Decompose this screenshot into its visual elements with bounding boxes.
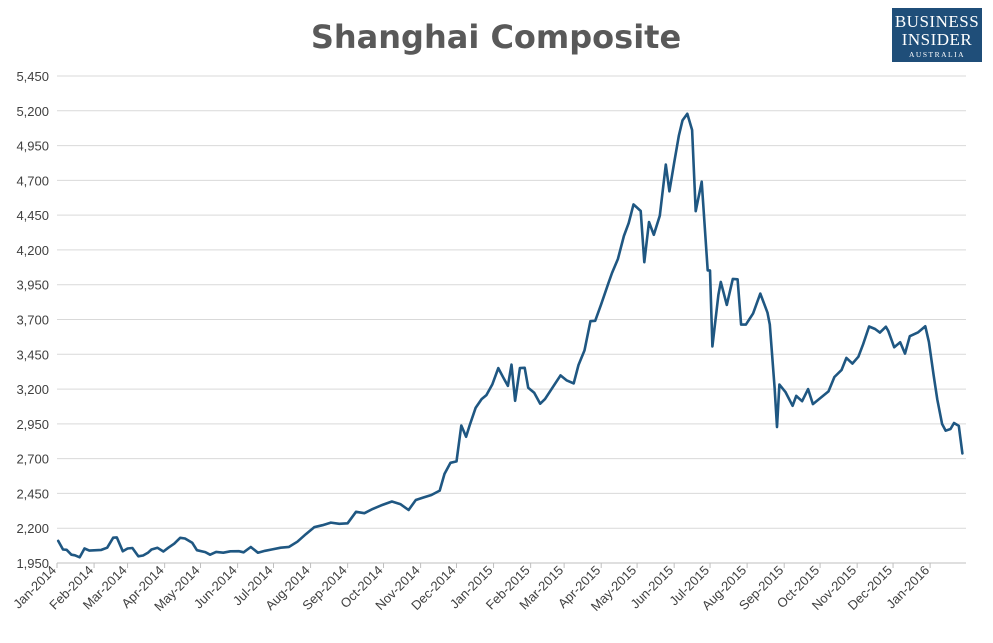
logo-badge: BUSINESS INSIDER AUSTRALIA bbox=[892, 8, 982, 62]
gridlines bbox=[57, 75, 966, 529]
y-tick-label: 3,200 bbox=[16, 382, 49, 397]
y-tick-label: 5,200 bbox=[16, 104, 49, 119]
logo-line-insider: INSIDER bbox=[902, 30, 973, 49]
y-tick-label: 2,950 bbox=[16, 417, 49, 432]
y-tick-label: 2,200 bbox=[16, 521, 49, 536]
y-tick-label: 4,450 bbox=[16, 208, 49, 223]
logo-line-business: BUSINESS bbox=[895, 12, 979, 31]
y-tick-label: 4,700 bbox=[16, 173, 49, 188]
series-line bbox=[56, 112, 964, 559]
chart-title: Shanghai Composite bbox=[311, 18, 681, 56]
y-tick-label: 2,700 bbox=[16, 452, 49, 467]
logo-background bbox=[892, 8, 982, 62]
x-axis: Jan-2014Feb-2014Mar-2014Apr-2014May-2014… bbox=[10, 562, 966, 614]
y-tick-label: 3,700 bbox=[16, 313, 49, 328]
y-tick-label: 3,950 bbox=[16, 278, 49, 293]
y-tick-label: 5,450 bbox=[16, 69, 49, 84]
series-group bbox=[56, 112, 964, 559]
y-tick-label: 4,200 bbox=[16, 243, 49, 258]
y-tick-label: 4,950 bbox=[16, 139, 49, 154]
y-tick-label: 1,950 bbox=[16, 556, 49, 571]
y-tick-label: 2,450 bbox=[16, 486, 49, 501]
y-tick-label: 3,450 bbox=[16, 347, 49, 362]
y-axis: 1,950 2,200 2,450 2,700 2,950 3,200 3,450 3,700… bbox=[16, 69, 49, 571]
logo-line-australia: AUSTRALIA bbox=[909, 50, 965, 59]
